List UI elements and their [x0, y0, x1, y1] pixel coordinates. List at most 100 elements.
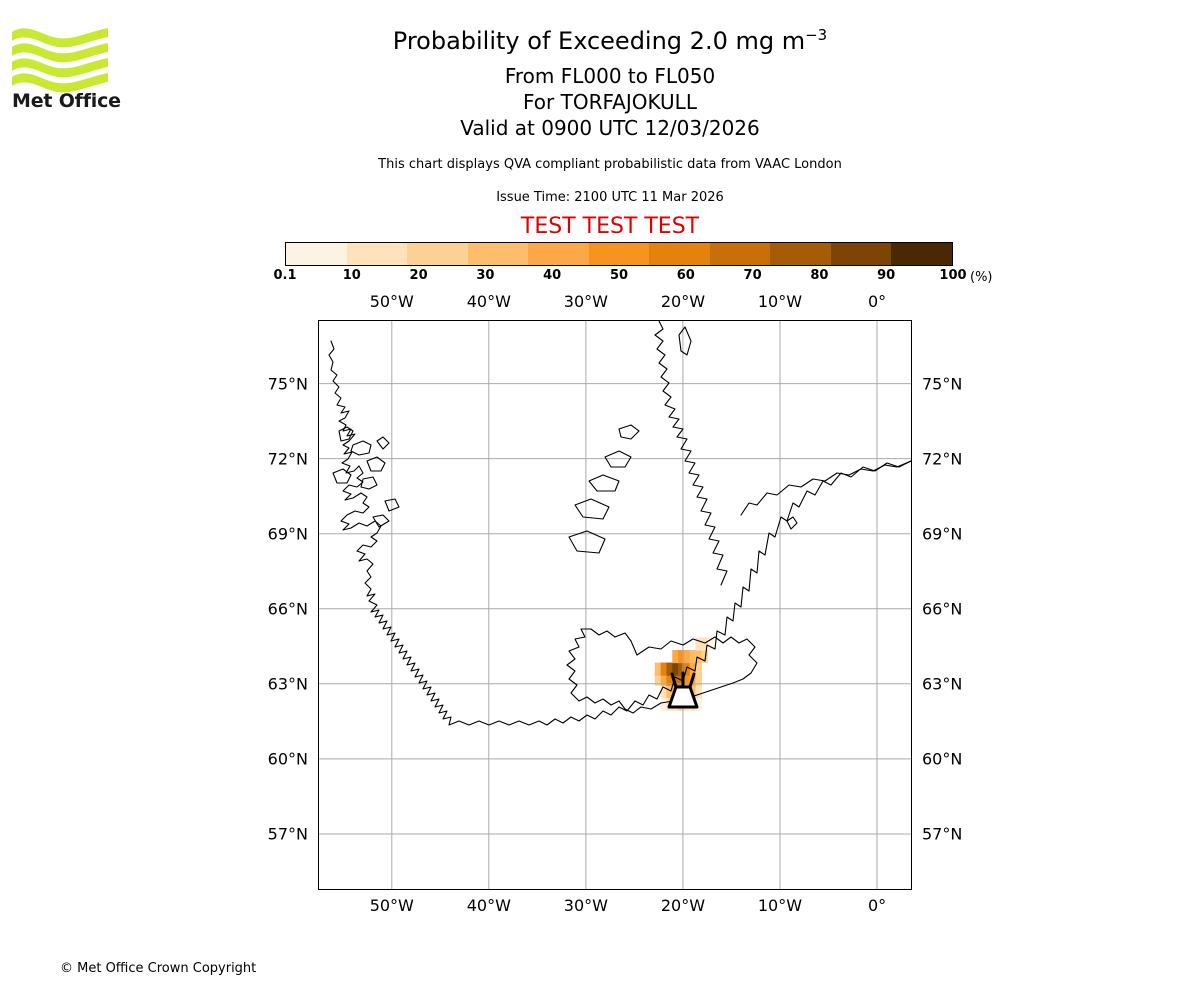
- greenland-nw-islands-1: [338, 426, 354, 442]
- plume-cell: [672, 672, 679, 686]
- lat-label-66°N-left: 66°N: [267, 599, 308, 619]
- colorbar-swatch-0: [286, 243, 347, 265]
- colorbar-swatch-4: [528, 243, 589, 265]
- qva-note: This chart displays QVA compliant probab…: [378, 157, 842, 172]
- lon-label-10°W-bottom: 10°W: [757, 896, 803, 915]
- colorbar-swatch-3: [467, 243, 529, 265]
- flight-level-line: From FL000 to FL050: [504, 64, 716, 88]
- plume-cell: [678, 672, 685, 686]
- greenland-nw-islands-2: [350, 440, 372, 456]
- page-title-exponent: −3: [805, 26, 828, 44]
- colorbar-swatch-9: [830, 243, 892, 265]
- colorbar-tick-60: 60: [676, 268, 695, 283]
- colorbar-swatch-7: [709, 243, 771, 265]
- page-title-text: Probability of Exceeding 2.0 mg m: [392, 27, 806, 55]
- iceland-coastline: [566, 628, 758, 714]
- plume-cell: [695, 650, 702, 664]
- colorbar-swatch-5: [588, 243, 650, 265]
- plume-cell: [695, 697, 702, 711]
- lon-label-20°W-top: 20°W: [660, 292, 706, 311]
- issue-time: Issue Time: 2100 UTC 11 Mar 2026: [496, 190, 724, 205]
- plume-cell: [689, 650, 697, 664]
- lon-label-0°-bottom: 0°: [867, 896, 887, 915]
- copyright-notice: © Met Office Crown Copyright: [60, 961, 257, 976]
- test-banner: TEST TEST TEST: [520, 214, 700, 239]
- volcano-icon[interactable]: [667, 671, 699, 709]
- plume-cell: [654, 672, 662, 686]
- plume-cell: [701, 650, 708, 664]
- greenland-east-upper: [740, 460, 911, 516]
- plume-cell: [660, 662, 668, 676]
- plume-cell: [678, 662, 685, 676]
- plume-cell: [701, 637, 708, 651]
- plume-cell: [683, 672, 691, 686]
- lon-label-50°W-bottom: 50°W: [369, 896, 414, 915]
- map-gridlines: [319, 321, 911, 889]
- plume-cell: [666, 685, 673, 699]
- colorbar-tick-20: 20: [409, 268, 428, 283]
- lon-label-40°W-top: 40°W: [466, 292, 511, 311]
- greenland-coastline: [328, 340, 911, 726]
- plume-cell: [660, 672, 668, 686]
- colorbar: [285, 242, 953, 266]
- map-plot-area[interactable]: [318, 320, 912, 890]
- colorbar-swatch-10: [891, 243, 953, 265]
- volcano-line: For TORFAJOKULL: [523, 90, 697, 114]
- svalbard-sliver: [678, 326, 692, 356]
- lat-label-66°N-right: 66°N: [922, 599, 963, 619]
- greenland-nw-islands-4: [332, 468, 352, 484]
- coastlines: [328, 321, 911, 726]
- colorbar-swatch-6: [649, 243, 710, 265]
- plume-cell: [707, 637, 714, 651]
- lat-label-75°N-right: 75°N: [922, 374, 963, 394]
- lat-label-60°N-right: 60°N: [922, 749, 963, 769]
- plume-cell: [672, 662, 679, 676]
- lat-label-60°N-left: 60°N: [267, 749, 308, 769]
- norway-fjord-detail-3: [588, 474, 620, 492]
- colorbar-tick-40: 40: [543, 268, 562, 283]
- page-title: Probability of Exceeding 2.0 mg m−3: [300, 26, 920, 56]
- lon-label-0°-top: 0°: [867, 292, 887, 311]
- plume-cell: [660, 685, 668, 699]
- lat-label-57°N-right: 57°N: [922, 824, 963, 844]
- lon-label-20°W-bottom: 20°W: [660, 896, 706, 915]
- met-office-logo-text: Met Office: [12, 90, 121, 112]
- lat-label-69°N-right: 69°N: [922, 524, 963, 544]
- colorbar-tick-0.1: 0.1: [273, 268, 297, 283]
- plume-cell: [695, 662, 702, 676]
- met-office-wave-logo: [12, 28, 108, 93]
- plume-cell: [678, 650, 685, 664]
- plume-cell: [666, 672, 673, 686]
- colorbar-tick-30: 30: [476, 268, 495, 283]
- greenland-nw-islands-5: [360, 476, 378, 490]
- colorbar-tick-70: 70: [743, 268, 762, 283]
- lat-label-75°N-left: 75°N: [267, 374, 308, 394]
- plume-cell: [695, 685, 702, 699]
- colorbar-swatch-8: [770, 243, 831, 265]
- plume-cell: [695, 637, 702, 651]
- jan-mayen: [786, 516, 798, 530]
- colorbar-tick-100: 100: [939, 268, 967, 283]
- colorbar-tick-10: 10: [342, 268, 361, 283]
- lon-label-50°W-top: 50°W: [369, 292, 414, 311]
- greenland-nw-islands-8: [372, 514, 390, 528]
- colorbar-swatch-1: [346, 243, 408, 265]
- plume-cell: [689, 662, 697, 676]
- colorbar-tick-50: 50: [609, 268, 629, 283]
- norway-fjord-detail-2: [604, 450, 632, 468]
- plume-cell: [654, 662, 662, 676]
- colorbar-swatch-2: [407, 243, 468, 265]
- lat-label-72°N-left: 72°N: [267, 449, 308, 469]
- greenland-nw-islands-7: [384, 498, 400, 512]
- plume-cell: [660, 697, 668, 711]
- lat-label-63°N-right: 63°N: [922, 674, 963, 694]
- plume-cell: [683, 662, 691, 676]
- lat-label-57°N-left: 57°N: [267, 824, 308, 844]
- norway-fjord-detail-1: [618, 424, 640, 440]
- met-office-logo: [12, 26, 112, 116]
- lat-label-69°N-left: 69°N: [267, 524, 308, 544]
- colorbar-gradient: [285, 242, 953, 266]
- plume-cell: [695, 672, 702, 686]
- colorbar-tick-80: 80: [810, 268, 829, 283]
- lon-label-30°W-top: 30°W: [563, 292, 608, 311]
